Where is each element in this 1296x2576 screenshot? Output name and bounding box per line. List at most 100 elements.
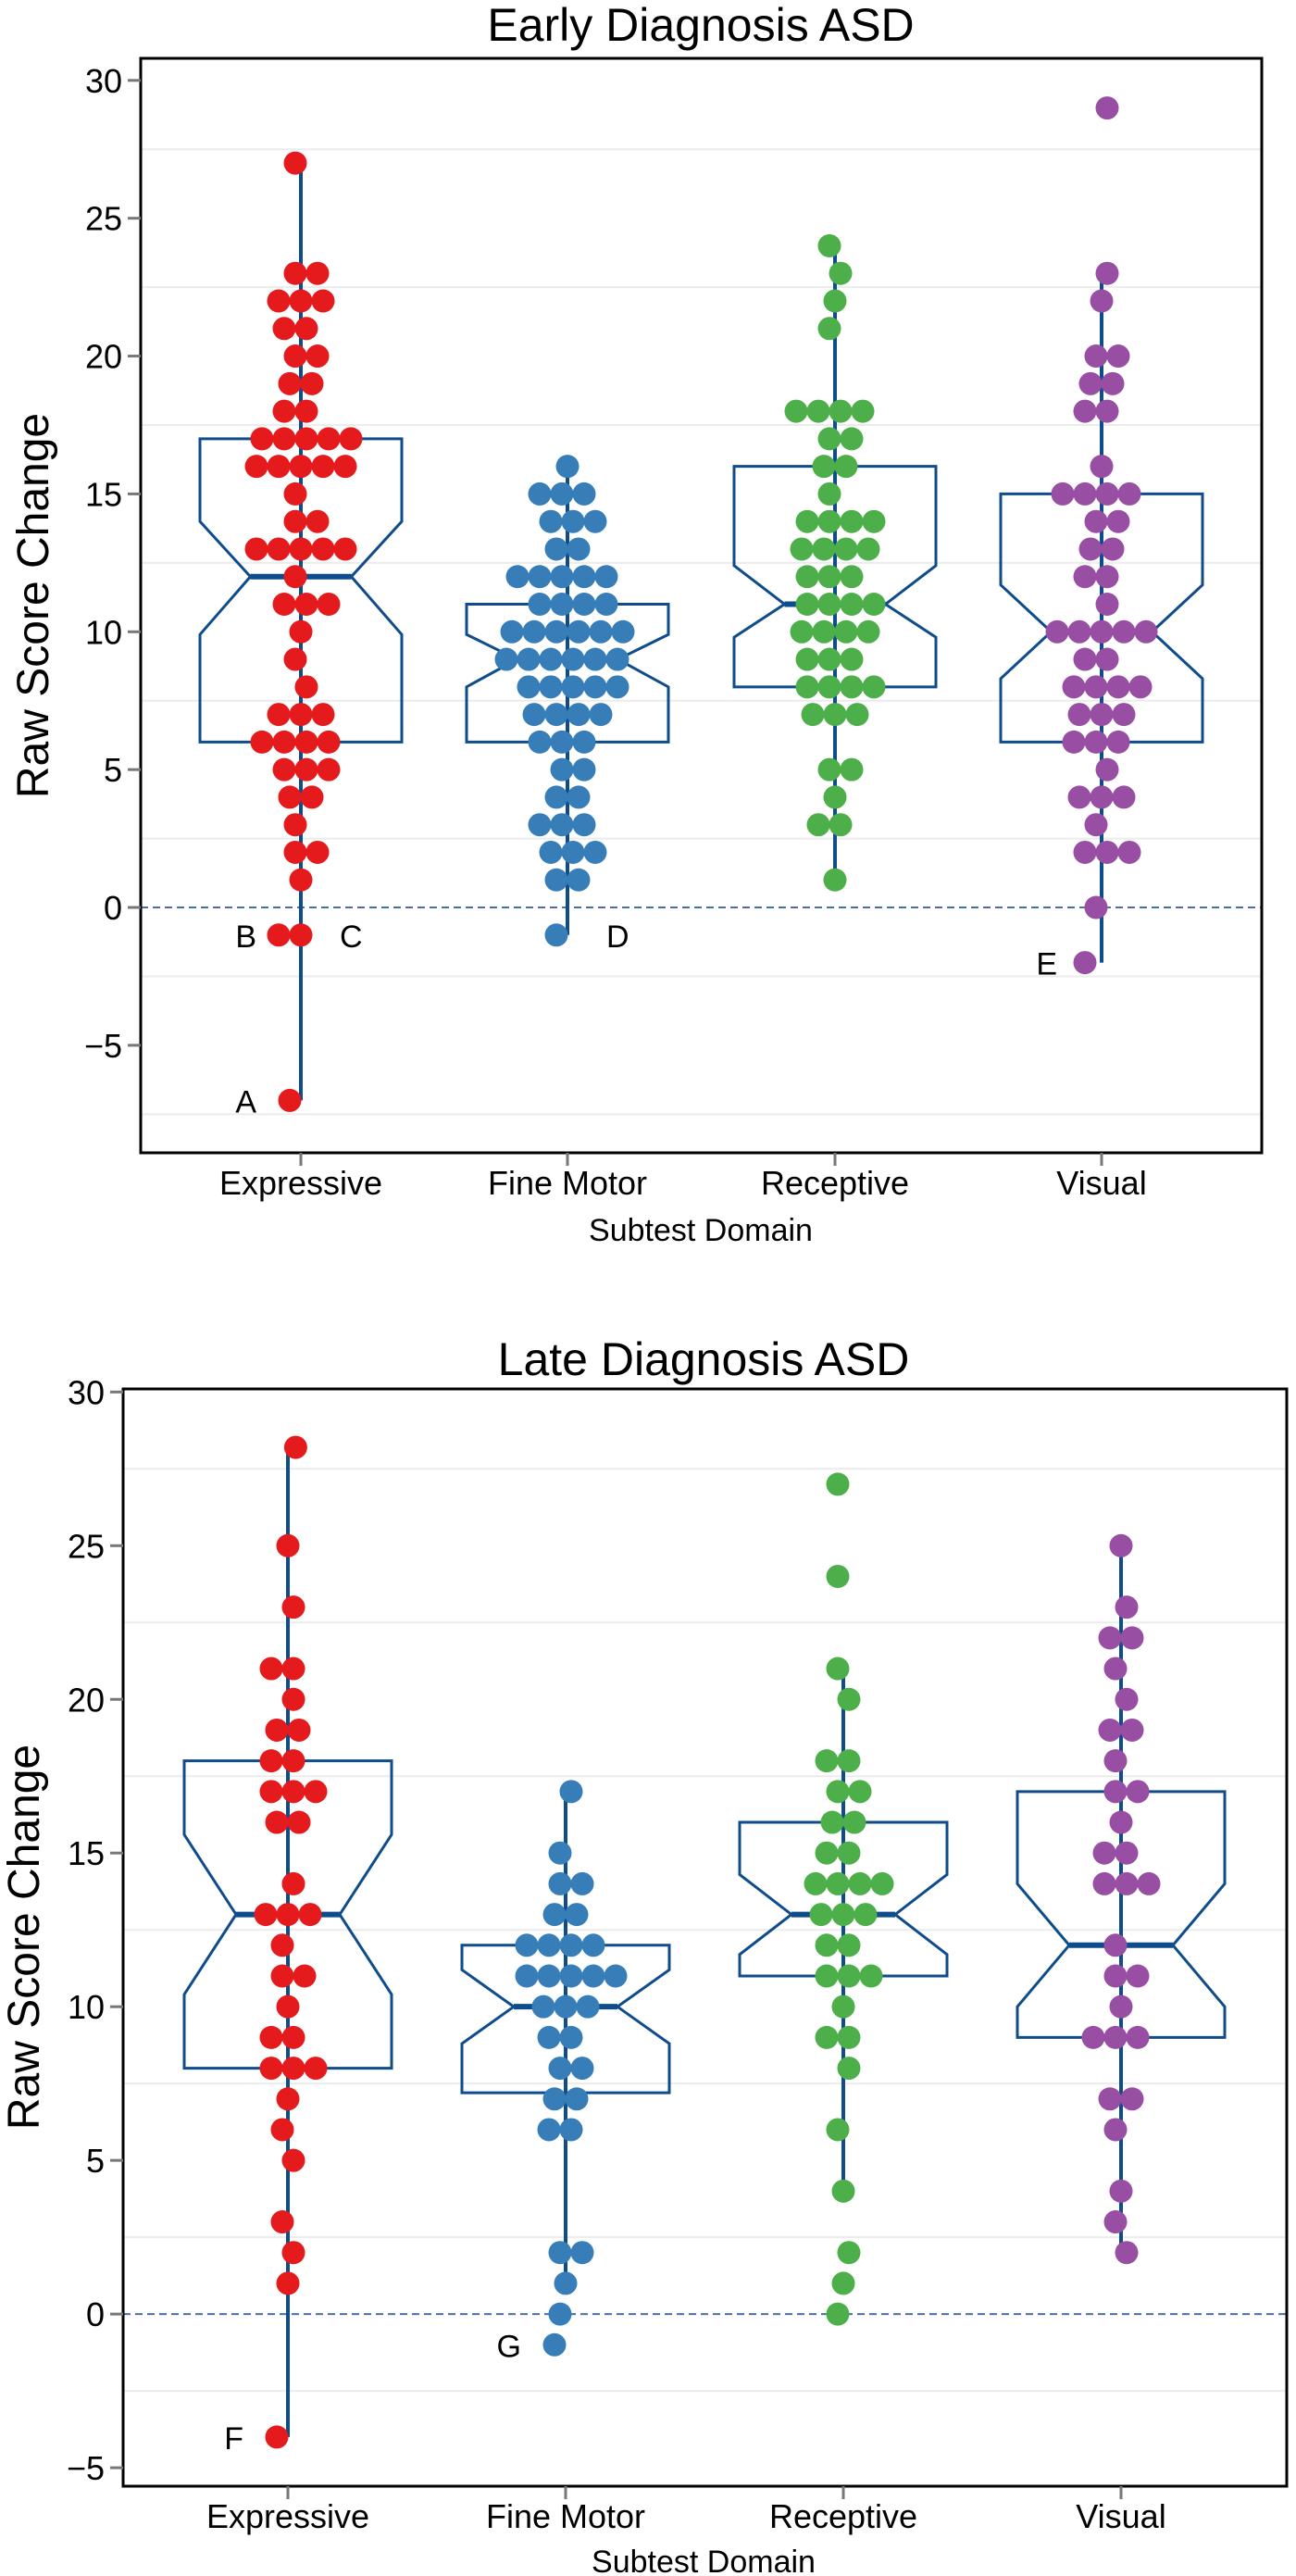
data-point bbox=[565, 1903, 589, 1927]
x-tick-label: Expressive bbox=[219, 1164, 382, 1202]
data-point bbox=[1090, 703, 1114, 727]
data-point bbox=[300, 371, 324, 395]
data-point bbox=[281, 1749, 305, 1773]
point-annotation-label: B bbox=[235, 919, 256, 955]
data-point bbox=[259, 1749, 283, 1773]
data-point bbox=[605, 647, 629, 671]
data-point bbox=[544, 619, 568, 644]
data-point bbox=[829, 399, 853, 423]
y-tick-label: 25 bbox=[85, 200, 122, 238]
data-point bbox=[267, 289, 291, 313]
data-point bbox=[305, 261, 330, 285]
data-point bbox=[817, 565, 841, 589]
data-point bbox=[1095, 565, 1119, 589]
data-point bbox=[840, 647, 864, 671]
data-point bbox=[570, 2057, 594, 2081]
data-point bbox=[294, 730, 318, 754]
notched-box bbox=[732, 465, 938, 689]
data-point bbox=[1098, 1718, 1122, 1742]
data-point bbox=[567, 703, 591, 727]
data-point bbox=[823, 289, 847, 313]
data-point bbox=[542, 2087, 567, 2111]
data-point bbox=[537, 2118, 561, 2142]
data-point bbox=[259, 2057, 283, 2081]
data-point bbox=[311, 289, 335, 313]
data-point bbox=[515, 1933, 539, 1957]
data-point bbox=[244, 455, 268, 479]
data-point bbox=[528, 813, 552, 837]
data-point bbox=[259, 1780, 283, 1804]
data-point bbox=[294, 317, 318, 341]
data-point bbox=[317, 757, 341, 782]
data-point bbox=[1095, 757, 1119, 782]
data-point bbox=[1126, 2025, 1150, 2049]
data-point bbox=[531, 1995, 555, 2019]
data-point bbox=[270, 1964, 294, 1988]
data-point bbox=[281, 2241, 305, 2265]
data-point bbox=[537, 1933, 561, 1957]
data-point bbox=[823, 703, 847, 727]
data-point bbox=[1095, 481, 1119, 506]
data-point bbox=[854, 1903, 878, 1927]
data-point bbox=[1112, 619, 1136, 644]
data-point bbox=[834, 619, 858, 644]
data-point bbox=[494, 647, 518, 671]
data-point bbox=[1095, 399, 1119, 423]
data-point bbox=[831, 1903, 855, 1927]
x-tick-label: Visual bbox=[1056, 1164, 1146, 1202]
data-point bbox=[817, 757, 841, 782]
data-point bbox=[1106, 730, 1130, 754]
data-point bbox=[300, 785, 324, 809]
data-point bbox=[826, 2302, 850, 2326]
data-point bbox=[815, 1841, 839, 1865]
x-tick-label: Fine Motor bbox=[488, 1164, 647, 1202]
notched-box bbox=[1016, 1790, 1227, 2039]
data-point bbox=[823, 785, 847, 809]
data-point bbox=[815, 1933, 839, 1957]
y-tick-label: 5 bbox=[104, 751, 122, 789]
data-point bbox=[548, 2241, 572, 2265]
data-point bbox=[1109, 1995, 1133, 2019]
data-point bbox=[567, 619, 591, 644]
data-point bbox=[281, 2057, 305, 2081]
y-tick-label: 10 bbox=[85, 613, 122, 651]
data-point bbox=[544, 868, 568, 892]
data-point bbox=[561, 647, 585, 671]
data-point bbox=[283, 481, 307, 506]
data-point bbox=[278, 1088, 302, 1112]
data-point bbox=[289, 537, 313, 561]
data-point bbox=[826, 1472, 850, 1496]
x-tick-label: Visual bbox=[1076, 2497, 1165, 2535]
data-point bbox=[281, 1657, 305, 1681]
data-point bbox=[1078, 371, 1103, 395]
data-point bbox=[1051, 481, 1075, 506]
data-point bbox=[823, 868, 847, 892]
data-point bbox=[1067, 785, 1091, 809]
data-point bbox=[837, 1687, 861, 1711]
notched-box bbox=[182, 1759, 393, 2070]
data-point bbox=[554, 1995, 578, 2019]
data-point bbox=[283, 1435, 307, 1459]
data-point bbox=[581, 1933, 605, 1957]
data-point bbox=[542, 2332, 567, 2357]
data-point bbox=[570, 1871, 594, 1895]
data-point bbox=[311, 455, 335, 479]
data-point bbox=[567, 785, 591, 809]
data-point bbox=[1103, 1657, 1128, 1681]
data-point bbox=[1103, 1964, 1128, 1988]
y-tick-label: 20 bbox=[68, 1681, 105, 1719]
data-point bbox=[561, 509, 585, 533]
data-point bbox=[1098, 2087, 1122, 2111]
chart-title: Late Diagnosis ASD bbox=[498, 1333, 910, 1385]
data-point bbox=[831, 1995, 855, 2019]
data-point bbox=[581, 1964, 605, 1988]
data-point bbox=[550, 593, 574, 617]
y-tick-label: 0 bbox=[104, 889, 122, 927]
data-point bbox=[539, 509, 563, 533]
y-tick-label: 30 bbox=[68, 1373, 105, 1411]
data-point bbox=[572, 730, 596, 754]
data-point bbox=[611, 619, 635, 644]
data-point bbox=[840, 757, 864, 782]
data-point bbox=[505, 565, 530, 589]
